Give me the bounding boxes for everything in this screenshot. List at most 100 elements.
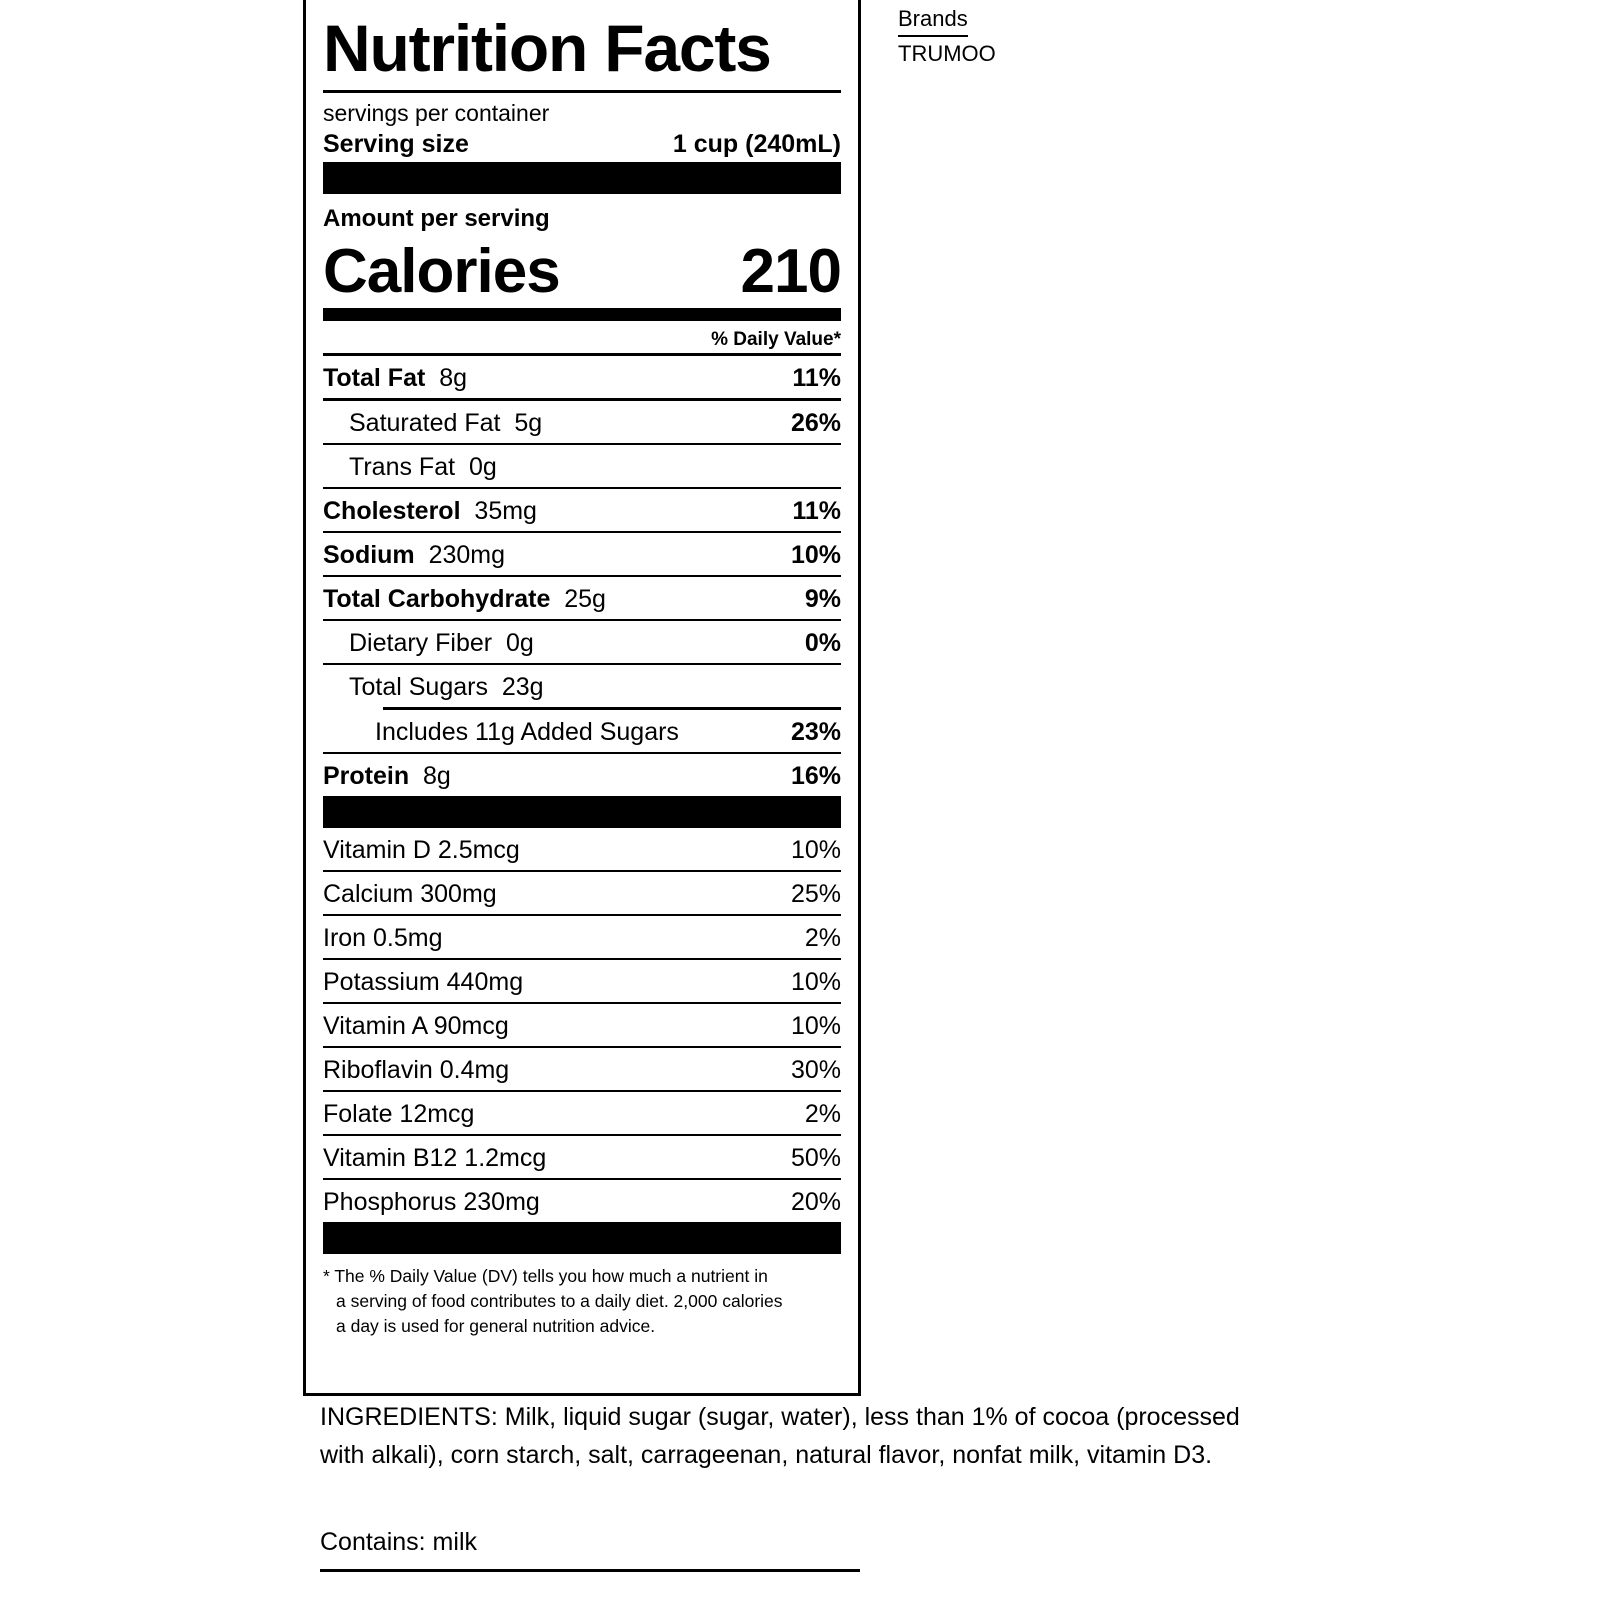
nutrient-amount: 0g [492,629,534,657]
daily-value-footnote: * The % Daily Value (DV) tells you how m… [323,1254,841,1339]
nutrient-amount: 25g [550,585,606,613]
nutrient-row-divider [323,443,841,445]
nutrient-row-divider [323,575,841,577]
nutrient-name: Total Carbohydrate 25g [323,585,606,613]
nutrient-name: Total Sugars 23g [349,673,544,701]
nutrient-amount: 35mg [460,497,537,525]
serving-size-value: 1 cup (240mL) [672,130,841,158]
nutrient-percent: 10% [790,541,841,569]
nutrient-name: Cholesterol 35mg [323,497,537,525]
contains-block: Contains: milk [320,1523,862,1572]
servings-per-container: servings per container [323,100,550,126]
amount-per-serving-label: Amount per serving [323,205,550,232]
vitamin-row-divider [323,1178,841,1180]
daily-value-header: % Daily Value* [711,329,841,350]
nutrient-percent: 16% [790,762,841,790]
brands-block: Brands TRUMOO [898,4,996,69]
nutrient-percent: 23% [790,718,841,746]
vitamin-percent: 30% [790,1056,841,1084]
footnote-line: a day is used for general nutrition advi… [336,1316,656,1336]
nutrient-row: Cholesterol 35mg 11% [323,489,841,531]
nutrient-row: Total Sugars 23g [323,665,841,707]
nutrient-row-divider [323,663,841,665]
vitamin-row-divider [323,1002,841,1004]
nutrient-row-divider [323,752,841,754]
nutrient-amount: 23g [487,673,544,701]
vitamin-row: Calcium 300mg 25% [323,872,841,914]
vitamin-row-divider [323,958,841,960]
brands-heading: Brands [898,4,968,37]
contains-text: Contains: milk [320,1528,477,1556]
nutrient-name: Includes 11g Added Sugars [375,718,679,746]
nutrient-row: Sodium 230mg 10% [323,533,841,575]
vitamin-name: Vitamin D 2.5mcg [323,836,520,864]
vitamin-row-divider [323,870,841,872]
nutrient-row: Saturated Fat 5g 26% [323,401,841,443]
nutrient-row: Total Carbohydrate 25g 9% [323,577,841,619]
vitamin-percent: 20% [790,1188,841,1216]
vitamin-percent: 2% [804,924,841,952]
vitamin-name: Calcium 300mg [323,880,497,908]
vitamins-divider-bar [323,1222,841,1254]
nutrient-row-divider [323,619,841,621]
serving-divider-bar [323,162,841,194]
vitamin-percent: 50% [790,1144,841,1172]
vitamin-row: Vitamin D 2.5mcg 10% [323,828,841,870]
footnote-line: * The % Daily Value (DV) tells you how m… [323,1266,768,1286]
serving-size-label: Serving size [323,130,469,158]
vitamin-name: Iron 0.5mg [323,924,443,952]
vitamin-row: Potassium 440mg 10% [323,960,841,1002]
calories-row: Calories 210 [323,236,842,308]
nutrient-list: Total Fat 8g 11% Saturated Fat 5g 26% Trans … [323,356,841,796]
nutrient-row: Trans Fat 0g [323,445,841,487]
nutrient-percent: 11% [792,497,841,525]
vitamin-percent: 10% [790,836,841,864]
calories-divider-bar [323,308,841,321]
nutrient-amount: 5g [500,409,543,437]
nutrient-percent: 26% [790,409,841,437]
nutrient-row: Protein 8g 16% [323,754,841,796]
nutrient-amount: 8g [425,364,468,392]
nutrient-name: Dietary Fiber 0g [349,629,534,657]
contains-divider [320,1569,860,1572]
vitamin-percent: 10% [790,1012,841,1040]
nutrient-row-divider [323,487,841,489]
vitamin-percent: 2% [804,1100,841,1128]
nutrient-row-divider [323,398,841,401]
vitamin-name: Vitamin A 90mcg [323,1012,509,1040]
nutrient-amount: 0g [455,453,497,481]
serving-size-row: Serving size 1 cup (240mL) [323,128,841,162]
nutrient-percent: 11% [792,364,841,392]
nutrient-amount: 230mg [414,541,506,569]
vitamin-name: Phosphorus 230mg [323,1188,540,1216]
title-divider [323,90,841,93]
vitamin-percent: 10% [790,968,841,996]
nutrient-percent: 0% [804,629,841,657]
nutrition-facts-title: Nutrition Facts [323,11,772,85]
vitamin-row: Iron 0.5mg 2% [323,916,841,958]
vitamin-row: Vitamin B12 1.2mcg 50% [323,1136,841,1178]
nutrition-facts-panel: Nutrition Facts servings per container S… [303,0,861,1396]
vitamin-name: Riboflavin 0.4mg [323,1056,510,1084]
nutrient-name: Saturated Fat 5g [349,409,543,437]
nutrient-row: Dietary Fiber 0g 0% [323,621,841,663]
vitamin-name: Folate 12mcg [323,1100,475,1128]
vitamin-row-divider [323,914,841,916]
daily-value-divider [323,353,841,356]
calories-label: Calories [323,237,561,306]
vitamin-row-divider [323,1046,841,1048]
nutrient-row-divider [323,531,841,533]
nutrient-row: Includes 11g Added Sugars 23% [323,710,841,752]
vitamin-row: Phosphorus 230mg 20% [323,1180,841,1222]
nutrient-row: Total Fat 8g 11% [323,356,841,398]
vitamin-row-divider [323,1134,841,1136]
nutrient-name: Sodium 230mg [323,541,506,569]
vitamin-list: Vitamin D 2.5mcg 10% Calcium 300mg 25% Iron … [323,828,841,1222]
vitamin-row: Folate 12mcg 2% [323,1092,841,1134]
nutrient-name: Total Fat 8g [323,364,468,392]
ingredients-text: INGREDIENTS: Milk, liquid sugar (sugar, … [320,1403,1240,1469]
nutrient-row-divider [383,707,841,710]
brands-value: TRUMOO [898,41,996,66]
vitamin-name: Potassium 440mg [323,968,524,996]
protein-divider-bar [323,796,841,828]
